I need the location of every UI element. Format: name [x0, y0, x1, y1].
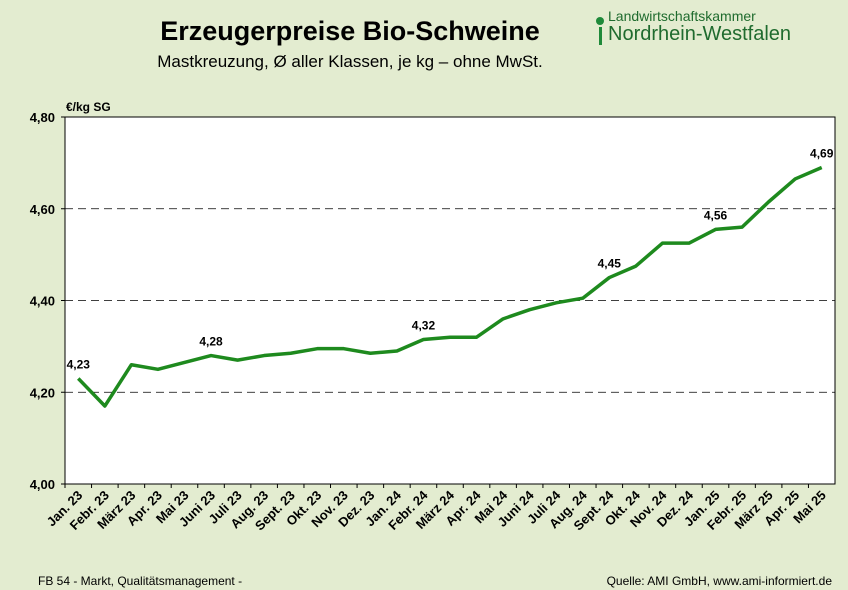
data-label: 4,69: [810, 146, 834, 160]
data-label: 4,56: [704, 208, 728, 222]
chart-title: Erzeugerpreise Bio-Schweine: [160, 16, 540, 46]
price-series-line: [77, 165, 823, 408]
y-tick-label: 4,60: [30, 202, 55, 217]
data-label: 4,28: [199, 335, 223, 349]
y-tick-label: 4,40: [30, 294, 55, 309]
footer-department: FB 54 - Markt, Qualitätsmanagement -: [38, 574, 243, 588]
footer-source: Quelle: AMI GmbH, www.ami-informiert.de: [606, 574, 832, 588]
y-axis-unit: €/kg SG: [66, 100, 111, 114]
lwk-logo: Landwirtschaftskammer Nordrhein-Westfale…: [594, 8, 791, 46]
data-label: 4,32: [412, 318, 436, 332]
logo-bar-icon: [599, 27, 602, 45]
chart-subtitle: Mastkreuzung, Ø aller Klassen, je kg – o…: [157, 52, 543, 71]
data-label: 4,45: [598, 257, 622, 271]
data-labels: 4,23 4,28 4,32 4,45 4,56 4,69: [67, 146, 834, 371]
y-tick-label: 4,20: [30, 385, 55, 400]
data-label: 4,23: [67, 357, 91, 371]
grid-lines: [65, 208, 835, 393]
logo-dot-icon: [596, 17, 604, 25]
y-tick-label: 4,80: [30, 110, 55, 125]
y-tick-labels: 4,00 4,20 4,40 4,60 4,80: [30, 110, 65, 492]
logo-line1: Landwirtschaftskammer: [608, 8, 756, 24]
y-tick-label: 4,00: [30, 477, 55, 492]
logo-line2: Nordrhein-Westfalen: [608, 23, 792, 45]
